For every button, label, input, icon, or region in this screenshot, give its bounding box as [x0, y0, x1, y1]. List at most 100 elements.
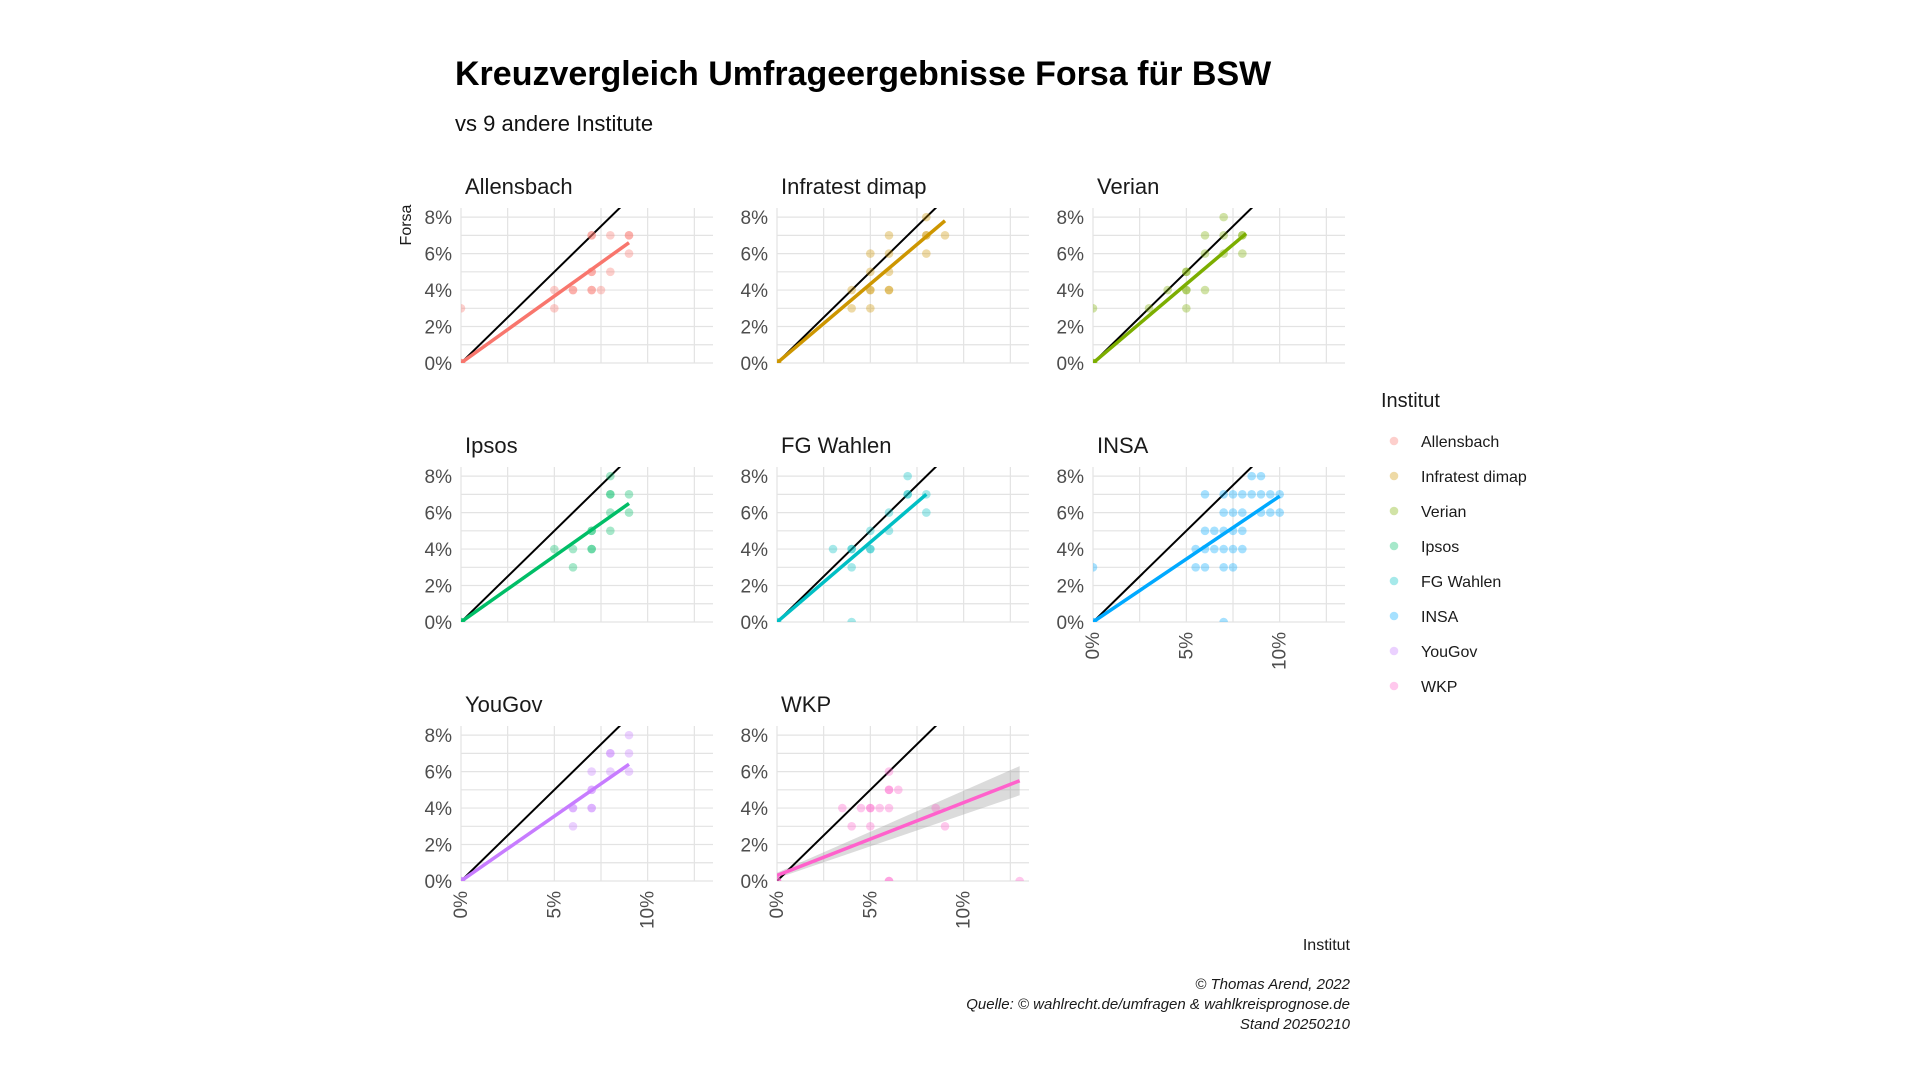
- x-tick-label: 0%: [451, 891, 472, 919]
- data-point: [1093, 562, 1098, 572]
- panel-grid: [776, 208, 1029, 364]
- data-point: [1266, 508, 1275, 517]
- facet-panels: Allensbach 0% 2% 4% 6% 8% Infratest dimap 0% 2% 4…: [425, 174, 1345, 929]
- panel-plot-area: [1093, 467, 1284, 622]
- y-tick-label: 8%: [1057, 208, 1085, 229]
- data-point: [624, 730, 634, 740]
- data-point: [550, 303, 559, 313]
- data-point: [922, 212, 931, 222]
- y-tick-label: 6%: [425, 504, 453, 525]
- data-point: [606, 526, 615, 536]
- panel-grid: [776, 467, 1029, 623]
- legend-entry-yougov: YouGov: [1389, 644, 1477, 661]
- data-point: [596, 285, 606, 295]
- regression-line: [1093, 494, 1281, 622]
- panel-grid: [460, 467, 713, 623]
- x-tick-label: 10%: [638, 891, 659, 929]
- y-tick-label: 4%: [1057, 540, 1085, 561]
- data-point: [922, 249, 931, 258]
- data-point: [1238, 508, 1247, 517]
- panel-grid: [776, 726, 1029, 882]
- data-point: [884, 285, 894, 295]
- data-point: [884, 249, 894, 258]
- data-point: [777, 876, 782, 881]
- data-point: [847, 285, 856, 295]
- data-point: [940, 231, 950, 240]
- regression-line: [777, 219, 947, 363]
- identity-line: [461, 208, 622, 363]
- caption-date: Stand 20250210: [1240, 1016, 1351, 1033]
- data-point: [847, 562, 856, 572]
- data-point: [606, 749, 615, 758]
- legend: Institut Allensbach Infratest dimap Verian…: [1381, 390, 1527, 696]
- data-point: [1200, 249, 1210, 258]
- data-point: [1219, 231, 1228, 240]
- x-tick-label: 5%: [1176, 632, 1197, 660]
- legend-title: Institut: [1381, 390, 1440, 412]
- data-point: [847, 544, 856, 554]
- chart-title: Kreuzvergleich Umfrageergebnisse Forsa f…: [455, 55, 1272, 93]
- data-point: [866, 803, 875, 813]
- data-point: [1210, 526, 1219, 536]
- data-point: [624, 508, 634, 517]
- y-tick-label: 4%: [741, 799, 769, 820]
- x-tick-label: 10%: [1270, 632, 1291, 670]
- panel-plot-area: [461, 726, 634, 881]
- data-point: [1144, 303, 1154, 313]
- data-point: [624, 231, 634, 240]
- y-tick-label: 8%: [741, 726, 769, 747]
- regression-line: [1093, 232, 1248, 363]
- y-tick-label: 6%: [741, 245, 769, 266]
- data-point: [568, 821, 578, 831]
- y-tick-label: 2%: [425, 836, 453, 857]
- facet-label: Verian: [1097, 174, 1159, 199]
- data-point: [884, 876, 894, 881]
- facet-label: WKP: [781, 692, 831, 717]
- legend-entry-fg-wahlen: FG Wahlen: [1389, 574, 1501, 591]
- y-tick-label: 0%: [425, 354, 453, 375]
- data-point: [903, 490, 912, 499]
- data-point: [624, 249, 634, 258]
- data-point: [1015, 876, 1024, 881]
- data-point: [884, 508, 894, 517]
- data-point: [624, 490, 634, 499]
- data-point: [568, 285, 578, 295]
- legend-key: [1389, 681, 1399, 691]
- identity-line: [461, 467, 622, 622]
- data-point: [1219, 490, 1228, 499]
- y-tick-label: 6%: [425, 245, 453, 266]
- data-point: [1200, 231, 1210, 240]
- y-tick-label: 8%: [1057, 467, 1085, 488]
- data-point: [1238, 526, 1247, 536]
- data-point: [587, 285, 596, 295]
- caption-copyright: © Thomas Arend, 2022: [1195, 976, 1350, 993]
- y-tick-label: 6%: [425, 763, 453, 784]
- y-tick-label: 2%: [741, 577, 769, 598]
- chart-subtitle: vs 9 andere Institute: [455, 111, 653, 136]
- data-point: [1238, 544, 1247, 554]
- data-point: [1093, 303, 1098, 313]
- legend-key: [1389, 576, 1399, 586]
- panel-verian: Verian 0% 2% 4% 6% 8%: [1057, 174, 1345, 375]
- points-wkp: [777, 767, 1024, 881]
- data-point: [1219, 544, 1228, 554]
- panel-allensbach: Allensbach 0% 2% 4% 6% 8%: [425, 174, 713, 375]
- identity-line: [1093, 467, 1254, 622]
- panel-grid: [460, 208, 713, 364]
- panel-plot-area: [461, 467, 634, 622]
- y-tick-label: 6%: [741, 504, 769, 525]
- data-point: [1219, 617, 1228, 622]
- data-point: [1256, 490, 1266, 499]
- data-point: [624, 767, 634, 776]
- panel-fg-wahlen: FG Wahlen 0% 2% 4% 6% 8%: [741, 433, 1029, 634]
- x-tick-label: 5%: [860, 891, 881, 919]
- data-point: [1191, 562, 1200, 572]
- y-tick-label: 6%: [741, 763, 769, 784]
- data-point: [1200, 562, 1210, 572]
- data-point: [606, 471, 615, 481]
- data-point: [1200, 490, 1210, 499]
- data-point: [606, 490, 615, 499]
- data-point: [461, 303, 466, 313]
- data-point: [903, 490, 912, 499]
- y-tick-label: 0%: [741, 613, 769, 634]
